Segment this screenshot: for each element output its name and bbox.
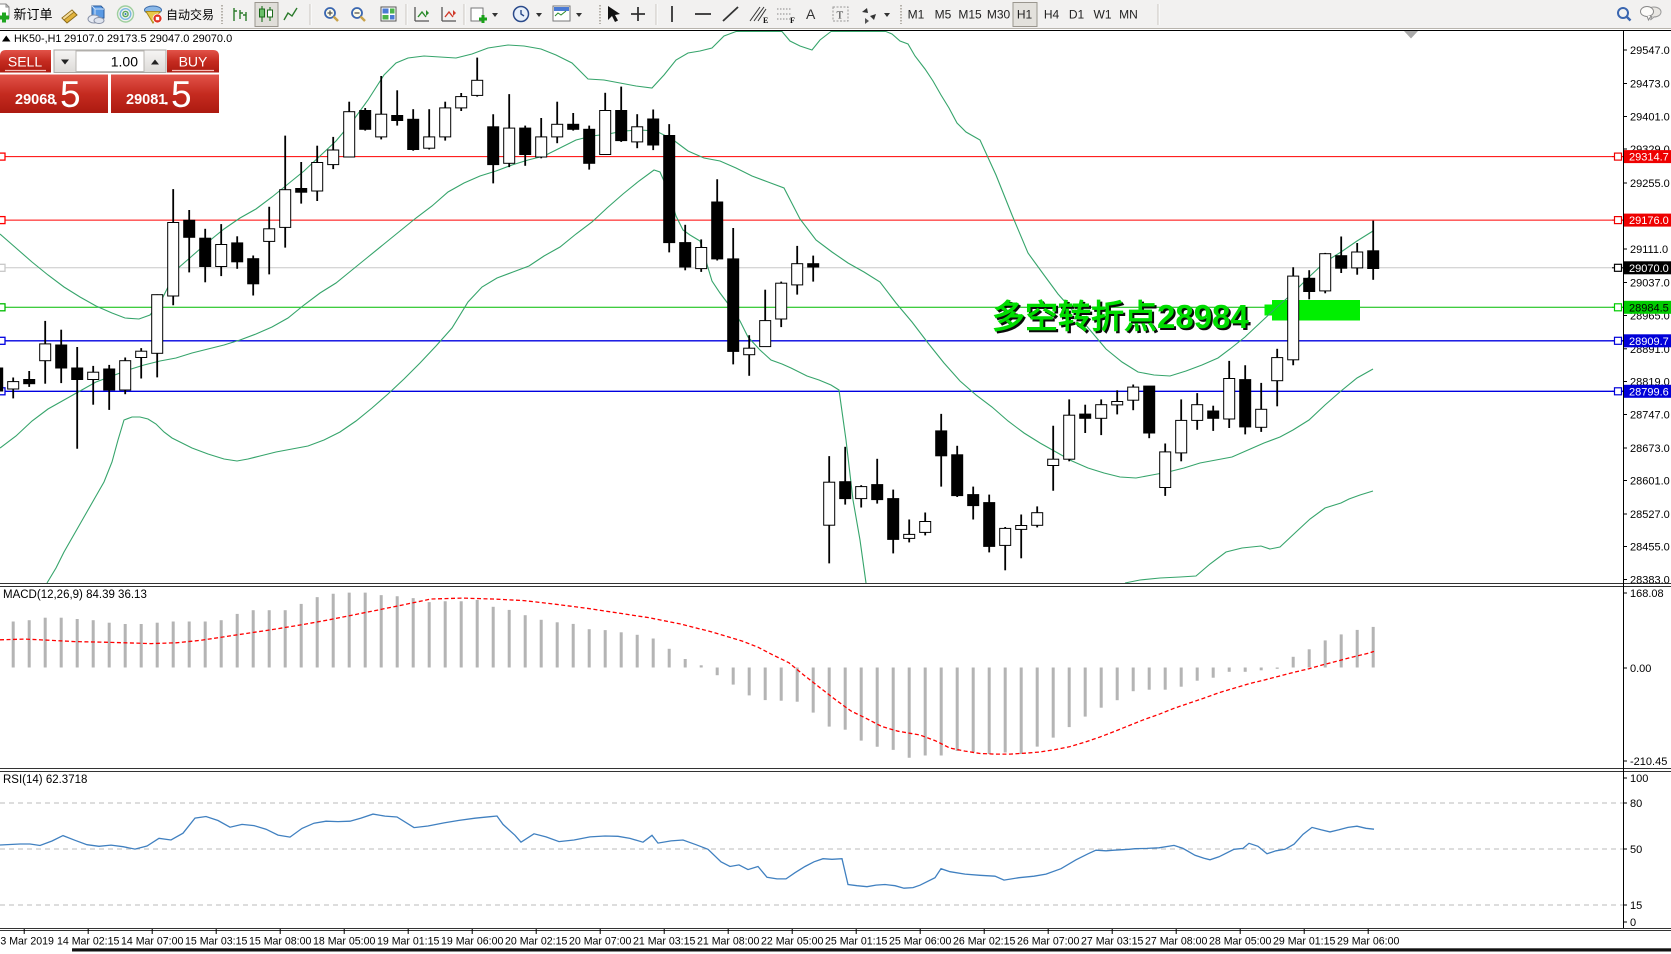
svg-text:新订单: 新订单: [14, 7, 53, 22]
svg-text:W1: W1: [1094, 8, 1112, 22]
svg-text:15: 15: [1630, 900, 1642, 912]
svg-text:18 Mar 05:00: 18 Mar 05:00: [313, 936, 376, 948]
svg-text:28527.0: 28527.0: [1630, 509, 1670, 521]
svg-text:28601.0: 28601.0: [1630, 476, 1670, 488]
svg-text:HK50-,H1: HK50-,H1: [14, 33, 61, 45]
svg-text:5: 5: [171, 74, 192, 115]
svg-text:26 Mar 02:15: 26 Mar 02:15: [953, 936, 1016, 948]
svg-text:E: E: [763, 16, 768, 25]
svg-text:MN: MN: [1119, 8, 1138, 22]
svg-text:29176.0: 29176.0: [1629, 215, 1669, 227]
svg-text:BUY: BUY: [179, 54, 208, 70]
svg-text:SELL: SELL: [8, 54, 42, 70]
svg-text:5: 5: [60, 74, 81, 115]
svg-text:28747.0: 28747.0: [1630, 410, 1670, 422]
svg-text:.: .: [53, 90, 58, 109]
svg-text:50: 50: [1630, 844, 1642, 856]
svg-text:H1: H1: [1017, 8, 1033, 22]
svg-text:21 Mar 08:00: 21 Mar 08:00: [697, 936, 760, 948]
svg-text:A: A: [806, 6, 816, 22]
svg-text:21 Mar 03:15: 21 Mar 03:15: [633, 936, 696, 948]
svg-text:29314.7: 29314.7: [1629, 152, 1669, 164]
svg-text:28799.6: 28799.6: [1629, 386, 1669, 398]
svg-text:29255.0: 29255.0: [1630, 178, 1670, 190]
svg-text:28984.5: 28984.5: [1629, 302, 1669, 314]
svg-text:自动交易: 自动交易: [166, 7, 214, 22]
svg-text:0.00: 0.00: [1630, 663, 1651, 675]
svg-text:0: 0: [1630, 917, 1636, 929]
svg-text:M1: M1: [908, 8, 925, 22]
svg-text:T: T: [837, 10, 844, 22]
svg-text:22 Mar 05:00: 22 Mar 05:00: [761, 936, 824, 948]
svg-text:29107.0 29173.5 29047.0 29070.: 29107.0 29173.5 29047.0 29070.0: [64, 33, 232, 45]
svg-text:29 Mar 06:00: 29 Mar 06:00: [1337, 936, 1400, 948]
svg-text:20 Mar 02:15: 20 Mar 02:15: [505, 936, 568, 948]
svg-text:25 Mar 01:15: 25 Mar 01:15: [825, 936, 888, 948]
svg-text:29473.0: 29473.0: [1630, 79, 1670, 91]
svg-text:25 Mar 06:00: 25 Mar 06:00: [889, 936, 952, 948]
svg-text:D1: D1: [1069, 8, 1085, 22]
svg-text:28 Mar 05:00: 28 Mar 05:00: [1209, 936, 1272, 948]
svg-text:29081: 29081: [126, 92, 166, 108]
svg-text:28383.0: 28383.0: [1630, 575, 1670, 587]
svg-text:M30: M30: [987, 8, 1011, 22]
svg-text:MACD(12,26,9) 84.39 36.13: MACD(12,26,9) 84.39 36.13: [3, 589, 147, 601]
svg-text:-210.45: -210.45: [1630, 756, 1667, 768]
svg-text:13 Mar 2019: 13 Mar 2019: [0, 936, 54, 948]
svg-text:28673.0: 28673.0: [1630, 443, 1670, 455]
svg-text:多空转折点28984: 多空转折点28984: [992, 298, 1249, 335]
svg-text:M15: M15: [958, 8, 982, 22]
svg-text:29070.0: 29070.0: [1629, 263, 1669, 275]
svg-text:.: .: [164, 90, 169, 109]
svg-text:27 Mar 03:15: 27 Mar 03:15: [1081, 936, 1144, 948]
svg-text:26 Mar 07:00: 26 Mar 07:00: [1017, 936, 1080, 948]
svg-text:20 Mar 07:00: 20 Mar 07:00: [569, 936, 632, 948]
svg-text:M5: M5: [935, 8, 952, 22]
svg-text:H4: H4: [1044, 8, 1060, 22]
svg-text:14 Mar 07:00: 14 Mar 07:00: [121, 936, 184, 948]
svg-text:80: 80: [1630, 798, 1642, 810]
svg-text:29547.0: 29547.0: [1630, 45, 1670, 57]
svg-text:RSI(14) 62.3718: RSI(14) 62.3718: [3, 774, 87, 786]
svg-text:14 Mar 02:15: 14 Mar 02:15: [57, 936, 120, 948]
svg-text:29111.0: 29111.0: [1630, 244, 1668, 256]
svg-text:19 Mar 06:00: 19 Mar 06:00: [441, 936, 504, 948]
svg-text:F: F: [790, 16, 795, 25]
svg-text:29068: 29068: [15, 92, 55, 108]
svg-text:29 Mar 01:15: 29 Mar 01:15: [1273, 936, 1336, 948]
svg-text:100: 100: [1630, 773, 1648, 785]
svg-text:15 Mar 08:00: 15 Mar 08:00: [249, 936, 312, 948]
svg-text:29037.0: 29037.0: [1630, 278, 1670, 290]
svg-text:27 Mar 08:00: 27 Mar 08:00: [1145, 936, 1208, 948]
svg-text:28909.7: 28909.7: [1629, 336, 1669, 348]
svg-text:15 Mar 03:15: 15 Mar 03:15: [185, 936, 248, 948]
svg-text:1.00: 1.00: [111, 54, 138, 70]
svg-text:19 Mar 01:15: 19 Mar 01:15: [377, 936, 440, 948]
svg-text:29401.0: 29401.0: [1630, 112, 1670, 124]
svg-text:168.08: 168.08: [1630, 588, 1664, 600]
svg-text:28455.0: 28455.0: [1630, 542, 1670, 554]
svg-text:多空转折点28984: 多空转折点28984: [994, 300, 1251, 337]
